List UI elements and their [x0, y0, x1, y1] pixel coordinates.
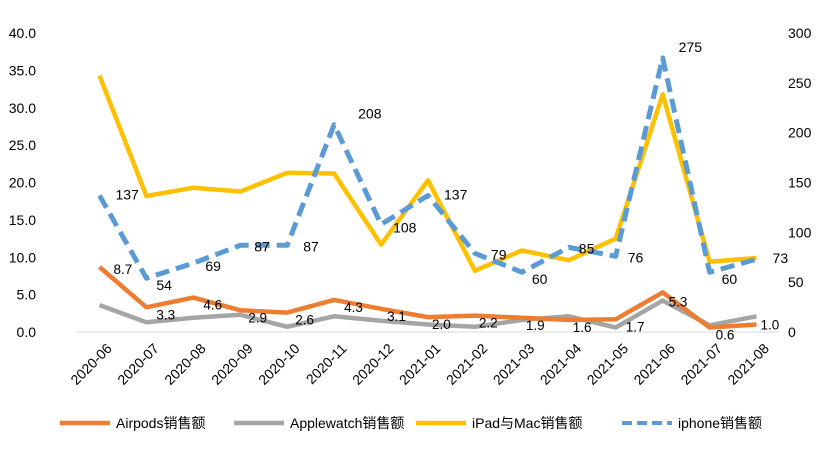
y2-tick-label: 200 — [788, 125, 812, 141]
y-tick-label: 20.0 — [9, 175, 36, 191]
y-tick-label: 0.0 — [17, 324, 37, 340]
y-tick-label: 35.0 — [9, 62, 36, 78]
data-label-airpods: 3.3 — [156, 307, 175, 322]
data-label-iphone: 85 — [579, 240, 595, 256]
data-label-airpods: 1.9 — [526, 318, 545, 333]
legend-label: Airpods销售额 — [116, 415, 205, 431]
series-line — [97, 55, 758, 281]
data-label-airpods: 1.0 — [761, 318, 780, 333]
data-label-airpods: 2.2 — [479, 316, 498, 331]
data-label-airpods: 8.7 — [113, 262, 132, 277]
x-tick-label: 2020-09 — [208, 340, 256, 388]
data-label-airpods: 2.6 — [295, 313, 314, 328]
x-tick-label: 2021-08 — [724, 340, 772, 388]
legend-label: Applewatch销售额 — [290, 415, 404, 431]
x-tick-label: 2021-01 — [396, 340, 444, 388]
data-label-iphone: 54 — [156, 277, 172, 293]
series-line — [98, 265, 757, 330]
x-tick-label: 2021-03 — [490, 340, 538, 388]
x-tick-label: 2020-07 — [114, 340, 162, 388]
y-tick-label: 30.0 — [9, 100, 36, 116]
y-tick-label: 10.0 — [9, 249, 36, 265]
x-tick-label: 2021-06 — [630, 340, 678, 388]
y2-tick-label: 100 — [788, 224, 812, 240]
y2-tick-label: 300 — [788, 25, 812, 41]
y-tick-label: 40.0 — [9, 25, 36, 41]
x-tick-label: 2020-06 — [67, 340, 115, 388]
data-label-airpods: 4.6 — [203, 298, 222, 313]
series-lines — [97, 55, 758, 330]
y2-tick-label: 50 — [788, 274, 804, 290]
data-label-iphone: 87 — [303, 238, 319, 254]
y-tick-label: 25.0 — [9, 137, 36, 153]
data-label-iphone: 76 — [628, 249, 644, 265]
data-label-iphone: 79 — [491, 246, 507, 262]
y-tick-label: 15.0 — [9, 212, 36, 228]
data-label-iphone: 87 — [254, 238, 270, 254]
y2-tick-label: 250 — [788, 75, 812, 91]
data-label-airpods: 4.3 — [344, 300, 363, 315]
data-label-iphone: 137 — [115, 186, 139, 202]
data-label-iphone: 69 — [205, 258, 221, 274]
legend-label: iPad与Mac销售额 — [472, 415, 582, 431]
series-line — [97, 74, 757, 273]
data-label-airpods: 1.6 — [573, 320, 592, 335]
x-tick-label: 2021-04 — [537, 340, 585, 388]
data-label-iphone: 73 — [773, 250, 789, 266]
x-tick-label: 2021-05 — [584, 340, 632, 388]
x-tick-label: 2020-12 — [349, 340, 397, 388]
y-tick-label: 5.0 — [17, 287, 37, 303]
data-label-airpods: 5.3 — [669, 294, 688, 309]
legend: Airpods销售额 Applewatch销售额 iPad与Mac销售额 iphone… — [60, 415, 762, 431]
x-tick-label: 2020-10 — [255, 340, 303, 388]
data-label-airpods: 2.0 — [432, 317, 451, 332]
data-label-airpods: 3.1 — [387, 309, 406, 324]
data-label-iphone: 60 — [722, 271, 738, 287]
x-tick-label: 2020-11 — [303, 340, 350, 387]
data-label-iphone: 275 — [679, 39, 703, 55]
legend-label: iphone销售额 — [678, 415, 762, 431]
y2-tick-label: 0 — [788, 324, 796, 340]
x-tick-label: 2021-02 — [443, 340, 491, 388]
data-labels: 8.7 3.3 4.6 2.9 2.6 4.3 3.1 2.0 2.2 1.9 1.6 1.7 5.3 0… — [113, 39, 788, 343]
y2-tick-label: 150 — [788, 175, 812, 191]
series-line — [98, 298, 757, 330]
data-label-iphone: 60 — [532, 271, 548, 287]
x-tick-label: 2020-08 — [161, 340, 209, 388]
data-label-airpods: 0.6 — [716, 328, 735, 343]
data-label-iphone: 208 — [358, 106, 382, 122]
data-label-iphone: 108 — [393, 219, 417, 235]
data-label-iphone: 137 — [444, 186, 468, 202]
data-label-airpods: 1.7 — [626, 319, 645, 334]
x-tick-label: 2021-07 — [677, 340, 725, 388]
data-label-airpods: 2.9 — [248, 310, 267, 325]
